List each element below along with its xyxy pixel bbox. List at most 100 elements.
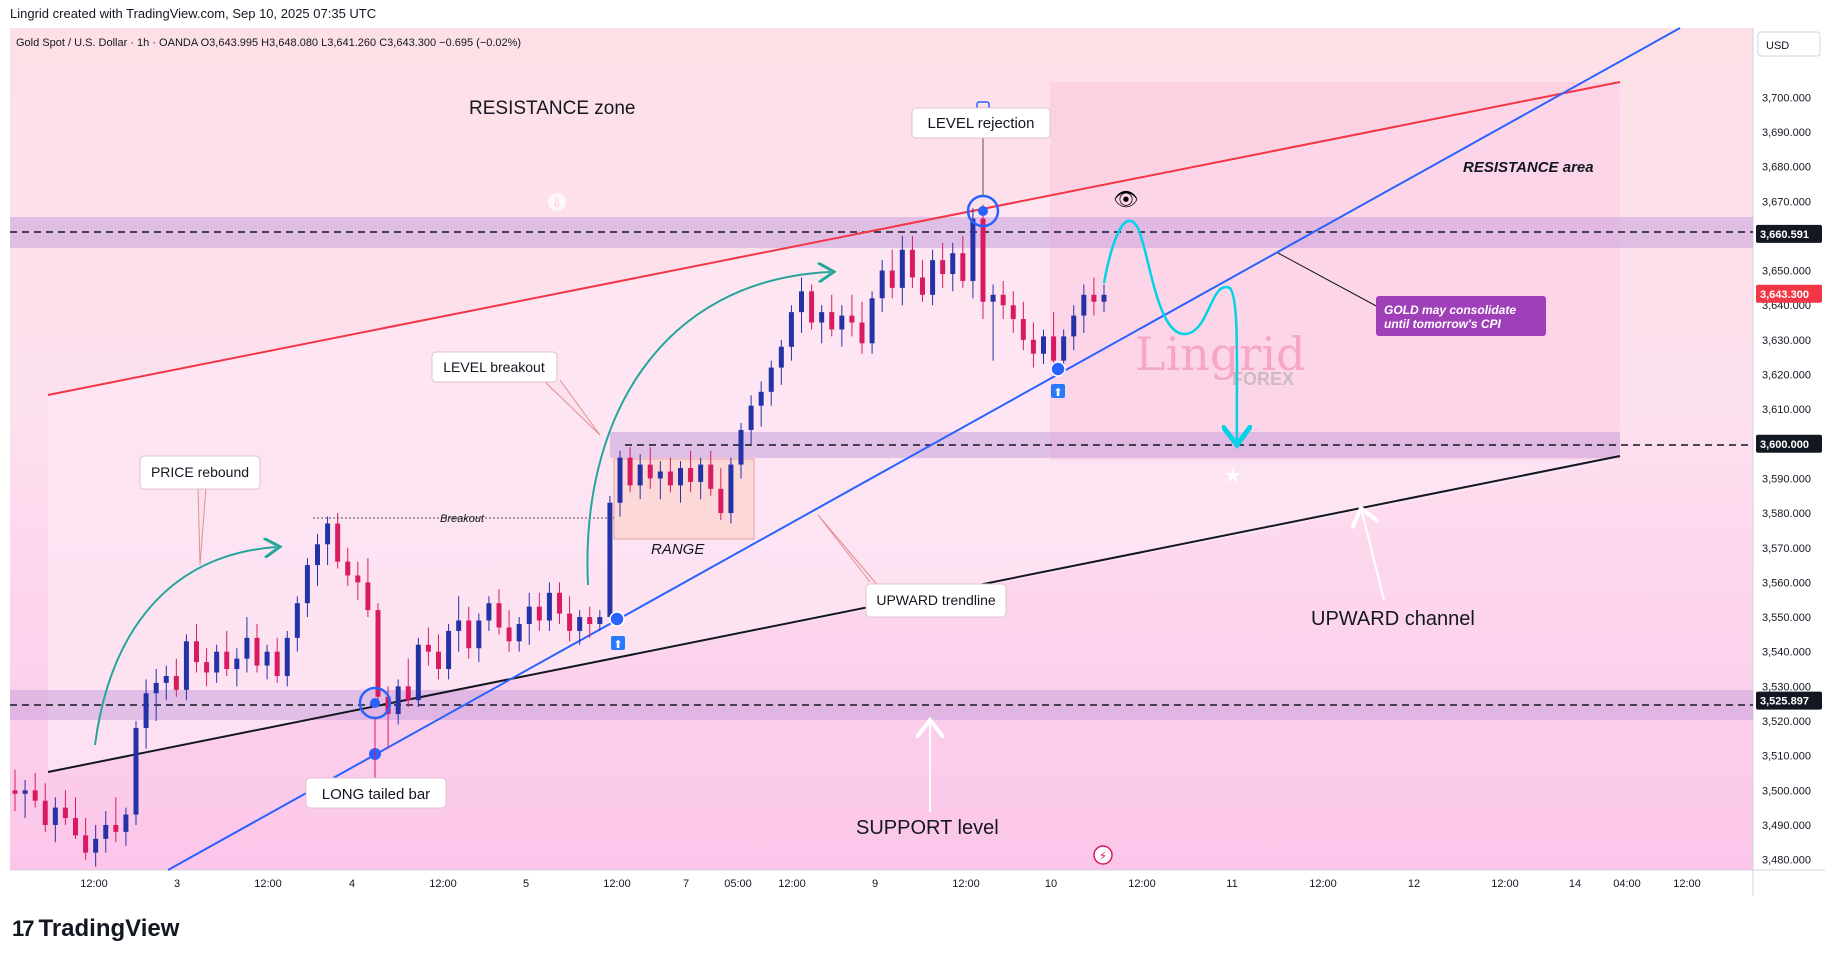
candle-body xyxy=(829,312,835,330)
time-tick-label: 9 xyxy=(872,878,878,890)
price-tick-label: 3,620.000 xyxy=(1762,370,1811,382)
channel-arrow xyxy=(1362,512,1385,601)
candle-body xyxy=(12,790,18,794)
candle-body xyxy=(446,630,452,670)
candle-body xyxy=(42,800,48,825)
price-tick-label: 3,520.000 xyxy=(1762,716,1811,728)
time-tick-label: 12:00 xyxy=(952,878,980,890)
candle-body xyxy=(325,523,331,545)
price-tick-label: 3,650.000 xyxy=(1762,266,1811,278)
candle-body xyxy=(546,592,552,621)
candle-body xyxy=(869,298,875,344)
long-tailed-bar-text: LONG tailed bar xyxy=(322,786,430,803)
price-tick-label: 3,690.000 xyxy=(1762,127,1811,139)
candle-body xyxy=(990,294,996,302)
price-rebound-text: PRICE rebound xyxy=(151,464,249,480)
time-axis[interactable]: 12:00 3 12:00 4 12:00 5 12:00 7 05:00 12:00 9 12:00… xyxy=(80,878,1701,890)
time-tick-label: 5 xyxy=(523,878,529,890)
price-tick-label: 3,680.000 xyxy=(1762,162,1811,174)
trendline-touch-dot-2 xyxy=(1050,361,1066,377)
candle-body xyxy=(214,651,220,673)
time-tick-label: 12:00 xyxy=(1673,878,1701,890)
candle-body xyxy=(577,617,583,631)
candle-body xyxy=(274,651,280,676)
candle-body xyxy=(557,592,562,614)
candle-body xyxy=(304,565,310,604)
price-tick-label: 3,630.000 xyxy=(1762,335,1811,347)
candlestick-series xyxy=(12,204,1107,867)
time-tick-label: 12 xyxy=(1408,878,1420,890)
candle-body xyxy=(143,693,149,728)
candle-body xyxy=(194,641,199,663)
trendline-callout-tail xyxy=(817,514,881,589)
candle-body xyxy=(123,814,129,832)
level-breakout-callout xyxy=(431,351,558,383)
candle-body xyxy=(536,606,542,621)
time-tick-label: 12:00 xyxy=(1309,878,1337,890)
candle-body xyxy=(980,218,986,302)
range-label: RANGE xyxy=(651,541,705,558)
candle-body xyxy=(103,824,109,839)
candle-body xyxy=(809,291,815,323)
candle-body xyxy=(254,637,260,666)
candle-body xyxy=(345,561,351,576)
time-tick-label: 11 xyxy=(1226,878,1237,890)
candle-body xyxy=(637,464,643,486)
candle-body xyxy=(799,291,804,313)
candle-body xyxy=(1101,294,1107,302)
time-tick-label: 04:00 xyxy=(1613,878,1641,890)
tradingview-brand[interactable]: 17 TradingView xyxy=(12,915,179,943)
candle-body xyxy=(698,464,704,482)
candle-body xyxy=(436,651,441,670)
candle-body xyxy=(264,651,270,666)
candle-body xyxy=(920,277,925,295)
long-tailed-bar-callout xyxy=(305,777,447,809)
candle-body xyxy=(62,807,68,819)
lightning-icon[interactable] xyxy=(1093,845,1113,865)
time-tick-label: 12:00 xyxy=(603,878,631,890)
price-tick-label: 3,480.000 xyxy=(1762,855,1811,867)
candle-body xyxy=(567,613,573,631)
candle-body xyxy=(839,315,845,330)
time-tick-label: 12:00 xyxy=(80,878,108,890)
candle-body xyxy=(73,818,78,836)
range-level-band xyxy=(610,432,1620,458)
time-tick-label: 12:00 xyxy=(254,878,282,890)
candle-body xyxy=(1000,294,1006,306)
price-level-tag xyxy=(1756,224,1822,243)
symbol-info: Gold Spot / U.S. Dollar · 1h · OANDA O3,… xyxy=(16,37,521,49)
candle-body xyxy=(879,270,885,299)
candle-body xyxy=(425,644,431,652)
candle-body xyxy=(1091,294,1097,302)
price-tick-label: 3,610.000 xyxy=(1762,404,1811,416)
candle-body xyxy=(204,662,210,673)
candle-body xyxy=(234,658,240,670)
candle-body xyxy=(970,218,976,281)
resistance-zone-label: RESISTANCE zone xyxy=(469,98,635,119)
candle-body xyxy=(627,457,633,486)
time-tick-label: 12:00 xyxy=(1491,878,1519,890)
candle-body xyxy=(52,807,58,825)
candle-body xyxy=(244,637,250,659)
candle-body xyxy=(113,824,119,832)
currency-button[interactable] xyxy=(1757,31,1821,57)
price-level-tag-label: 3,525.897 xyxy=(1760,696,1809,708)
level-rejection-callout xyxy=(911,107,1051,139)
price-tick-label: 3,530.000 xyxy=(1762,681,1811,693)
gold-note-callout xyxy=(1376,296,1546,336)
candle-body xyxy=(315,544,320,566)
channel-fill xyxy=(48,82,1620,772)
up-arrow-badge-2 xyxy=(1051,384,1065,398)
up-arrow-icon: ⬆ xyxy=(1053,387,1062,399)
candle-body xyxy=(1071,315,1077,337)
brand-name: TradingView xyxy=(38,915,180,942)
price-axis[interactable]: 3,700.000 3,690.000 3,680.000 3,670.000 3,65… xyxy=(1756,92,1822,867)
projection-path xyxy=(1102,219,1237,440)
time-tick-label: 12:00 xyxy=(1128,878,1156,890)
support-level-label: SUPPORT level xyxy=(856,817,999,839)
time-tick-label: 3 xyxy=(174,878,180,890)
candle-body xyxy=(940,260,946,275)
candle-body xyxy=(385,696,391,715)
down-arrow-icon[interactable] xyxy=(548,193,566,211)
